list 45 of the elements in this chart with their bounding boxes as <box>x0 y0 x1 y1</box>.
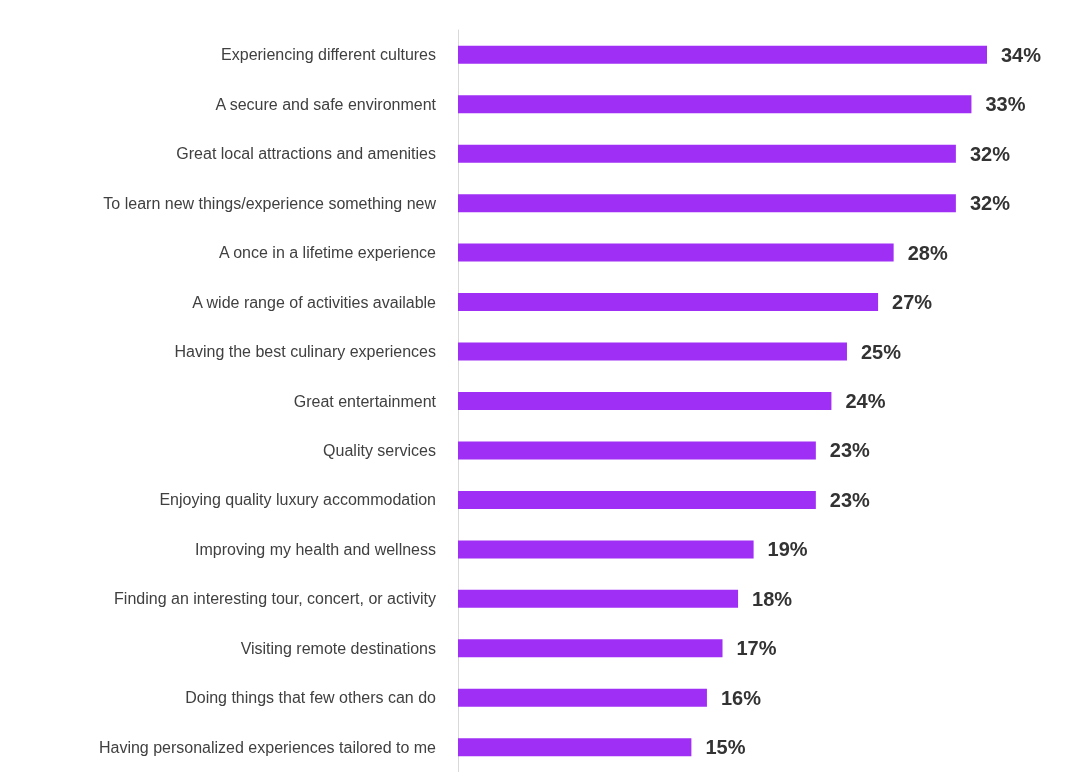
bar <box>458 540 754 559</box>
y-tick-label: A once in a lifetime experience <box>218 244 437 262</box>
bar <box>458 441 816 460</box>
y-tick-label: Improving my health and wellness <box>194 540 436 558</box>
data-label: 28% <box>907 241 948 264</box>
data-label: 24% <box>845 390 886 412</box>
data-label: 17% <box>736 637 777 660</box>
data-label: 19% <box>767 538 808 561</box>
y-tick-label: Finding an interesting tour, concert, or activity <box>114 590 436 608</box>
data-label: 34% <box>1001 43 1042 66</box>
y-tick-label: A wide range of activities available <box>192 293 437 311</box>
y-tick-label: To learn new things/experience something new <box>103 194 437 212</box>
bar <box>458 639 723 658</box>
y-tick-label: Doing things that few others can do <box>185 689 437 707</box>
data-label: 27% <box>892 291 933 314</box>
bar <box>458 589 739 608</box>
bar <box>458 243 894 262</box>
bar <box>458 392 832 410</box>
data-label: 23% <box>829 488 871 511</box>
y-tick-label: Having the best culinary experiences <box>174 343 436 361</box>
data-label: 25% <box>860 340 902 363</box>
bar <box>458 95 972 114</box>
data-label: 15% <box>705 736 746 759</box>
y-tick-label: Visiting remote destinations <box>240 639 436 657</box>
y-tick-label: Quality services <box>323 441 436 459</box>
data-label: 32% <box>969 192 1011 215</box>
y-tick-label: Enjoying quality luxury accommodation <box>159 491 436 509</box>
bar <box>458 342 847 361</box>
data-label: 33% <box>985 93 1026 116</box>
bar <box>458 688 707 707</box>
y-tick-label: A secure and safe environment <box>215 95 437 113</box>
y-tick-label: Having personalized experiences tailored to me <box>98 738 437 756</box>
bar <box>458 293 879 312</box>
bar <box>458 144 956 163</box>
bar <box>458 194 956 213</box>
data-label: 32% <box>969 142 1011 165</box>
y-tick-label: Experiencing different cultures <box>221 46 436 64</box>
y-tick-label: Great local attractions and amenities <box>176 145 436 163</box>
data-label: 23% <box>829 439 871 462</box>
bar <box>458 738 692 757</box>
data-label: 16% <box>720 686 762 709</box>
y-tick-label: Great entertainment <box>293 392 437 410</box>
bar <box>458 45 987 64</box>
bar <box>458 490 816 509</box>
data-label: 18% <box>752 587 793 610</box>
